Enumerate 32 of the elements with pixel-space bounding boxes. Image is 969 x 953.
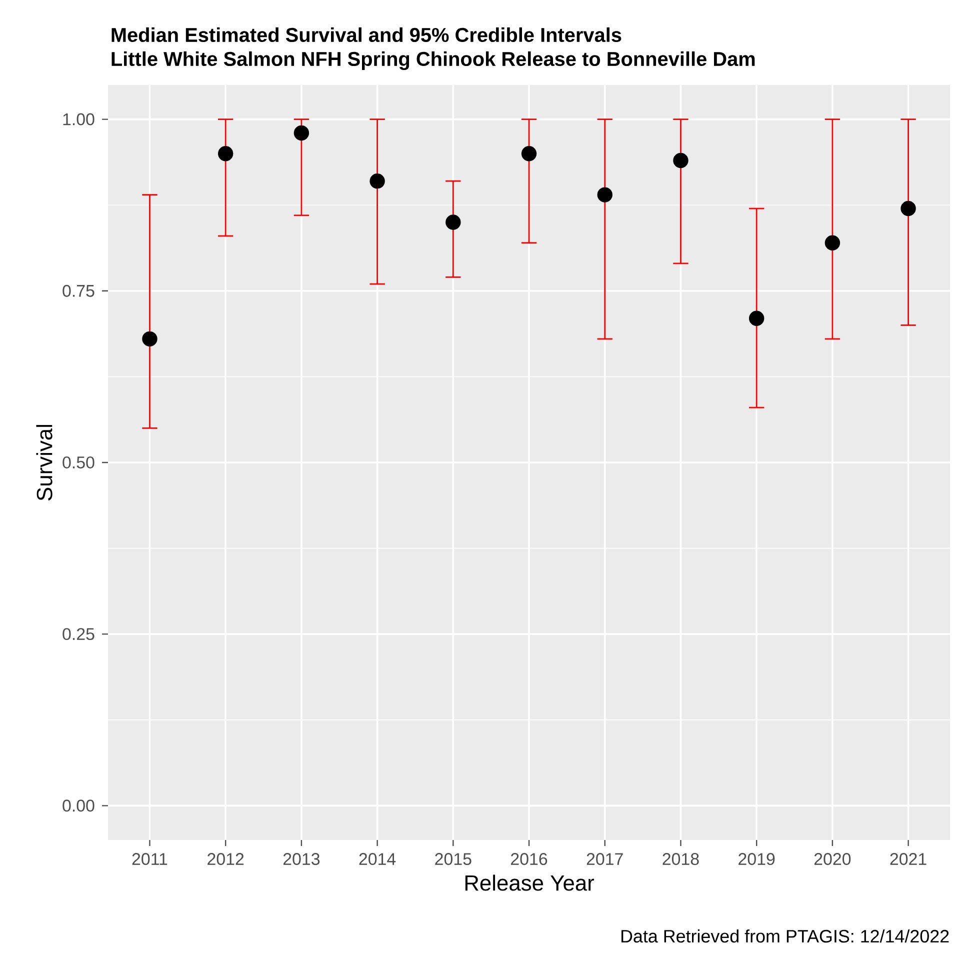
- point: [673, 152, 688, 168]
- point: [521, 146, 537, 162]
- x-tick-label: 2020: [814, 853, 851, 866]
- point: [218, 146, 234, 162]
- x-tick-label: 2021: [890, 853, 926, 866]
- x-tick-label: 2016: [511, 853, 548, 866]
- x-tick-label: 2014: [359, 853, 396, 866]
- x-tick-label: 2015: [435, 853, 472, 866]
- y-tick-label: 0.75: [62, 284, 94, 297]
- y-tick-label: 0.25: [62, 628, 94, 640]
- x-tick-label: 2019: [738, 853, 775, 866]
- y-tick-label: 0.00: [62, 800, 94, 812]
- y-tick-label: 1.00: [63, 113, 94, 126]
- point: [294, 125, 310, 141]
- text: Data Retrieved from PTAGIS: 12/14/2022: [621, 929, 949, 943]
- x-axis-title: Release Year: [465, 874, 594, 891]
- point: [446, 214, 461, 230]
- point: [142, 331, 158, 347]
- point: [900, 200, 916, 216]
- chart-subtitle: Little White Salmon NFH Spring Chinook Release to Bonneville Dam: [112, 51, 755, 70]
- point: [370, 173, 385, 189]
- point: [824, 235, 840, 250]
- chart-title: Median Estimated Survival and 95% Credible Intervals: [112, 27, 622, 42]
- y-axis-title: Survival: [36, 424, 52, 500]
- x-tick-label: 2017: [586, 853, 623, 866]
- x-tick-label: 2011: [132, 853, 168, 866]
- y-tick-label: 0.50: [62, 456, 94, 468]
- x-tick-label: 2018: [662, 853, 699, 866]
- point: [748, 310, 764, 326]
- x-tick-label: 2012: [208, 853, 244, 866]
- point: [597, 187, 612, 202]
- x-tick-label: 2013: [283, 853, 320, 866]
